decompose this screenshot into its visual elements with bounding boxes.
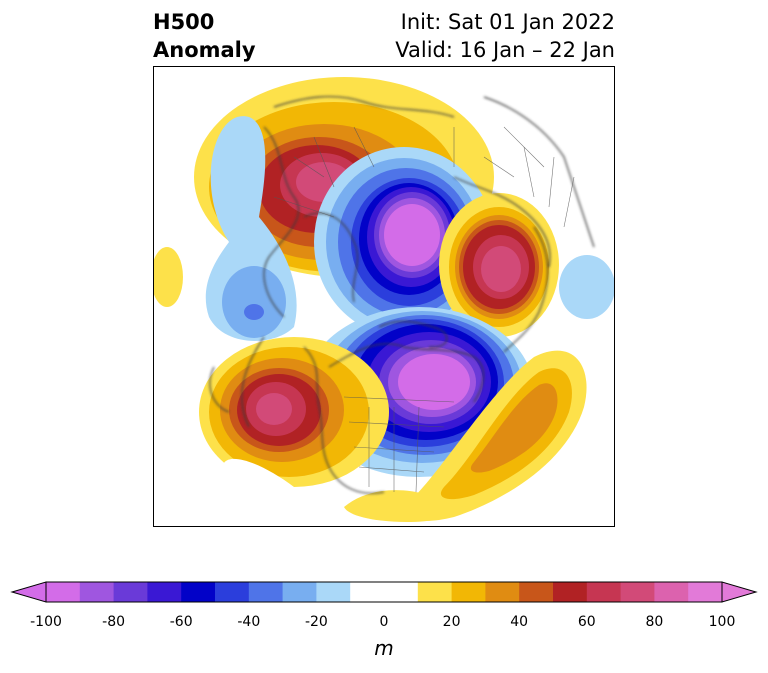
map-title: H500 Anomaly — [153, 8, 256, 64]
colorbar-tick-label: 0 — [379, 614, 389, 630]
colorbar-bin — [46, 582, 81, 602]
map-dates: Init: Sat 01 Jan 2022 Valid: 16 Jan – 22… — [395, 8, 615, 64]
colorbar-outline — [45, 581, 723, 603]
colorbar-bin — [181, 582, 216, 602]
colorbar-bin — [688, 582, 723, 602]
colorbar-tick-label: 100 — [708, 614, 736, 630]
valid-date-label: Valid: 16 Jan – 22 Jan — [395, 38, 615, 62]
colorbar-tick-label: -20 — [304, 614, 328, 630]
colorbar-extend-low — [10, 581, 47, 603]
colorbar-tick-label: -60 — [169, 614, 193, 630]
positive-anomaly-east-asia — [439, 193, 559, 337]
colorbar-bin — [553, 582, 588, 602]
positive-anomaly-south-east — [406, 350, 587, 521]
colorbar-tick-label: 80 — [645, 614, 664, 630]
colorbar-bin — [79, 582, 115, 602]
colorbar-tick-label: 20 — [442, 614, 461, 630]
neutral-area-southwest — [222, 458, 294, 498]
negative-anomaly-north-atlantic — [205, 116, 297, 341]
positive-anomaly-gulf-of-alaska — [199, 337, 389, 487]
coastlines — [209, 95, 595, 494]
colorbar-bin — [113, 582, 148, 602]
colorbar-tick-label: -40 — [237, 614, 261, 630]
anomaly-map — [154, 67, 614, 526]
colorbar-bin — [417, 582, 453, 602]
country-borders — [273, 126, 575, 493]
positive-anomaly-west-edge — [154, 247, 183, 307]
colorbar-tick-label: -80 — [102, 614, 126, 630]
colorbar-extend-high — [721, 581, 758, 603]
colorbar-bin — [485, 582, 520, 602]
title-type: Anomaly — [153, 38, 256, 62]
map-panel — [153, 66, 615, 527]
colorbar-unit: m — [374, 636, 394, 660]
colorbar-bin — [215, 582, 250, 602]
negative-anomaly-pacific-asia — [559, 255, 614, 319]
init-date-label: Init: Sat 01 Jan 2022 — [400, 10, 615, 34]
title-variable: H500 — [153, 10, 215, 34]
colorbar-graphic — [10, 581, 758, 603]
colorbar-bin — [282, 582, 317, 602]
colorbar-tick-label: 40 — [510, 614, 529, 630]
colorbar-bin — [654, 582, 689, 602]
positive-anomaly-south — [344, 490, 455, 522]
colorbar-bin — [586, 582, 622, 602]
colorbar-bin — [350, 582, 385, 602]
colorbar-bin — [316, 582, 351, 602]
colorbar-bin — [620, 582, 655, 602]
colorbar-tick-label: -100 — [30, 614, 62, 630]
colorbar-bin — [384, 582, 419, 602]
colorbar — [10, 578, 758, 618]
colorbar-bin — [519, 582, 554, 602]
colorbar-bin — [248, 582, 284, 602]
colorbar-bin — [147, 582, 182, 602]
colorbar-bin — [451, 582, 486, 602]
colorbar-tick-label: 60 — [577, 614, 596, 630]
